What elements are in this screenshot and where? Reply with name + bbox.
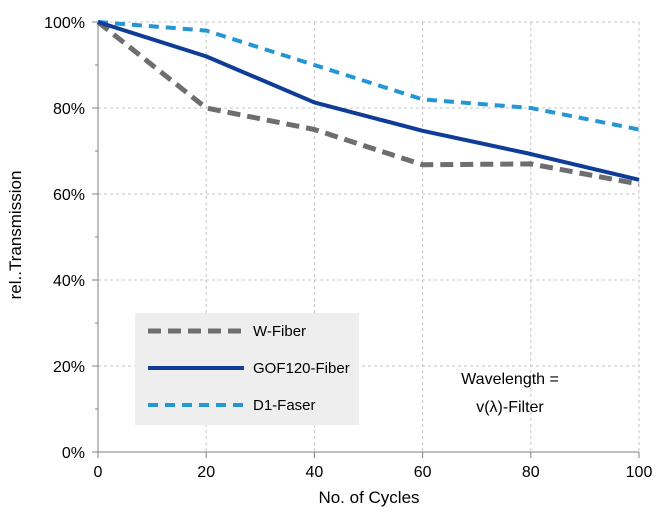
- x-tick-label: 40: [306, 464, 324, 481]
- annotation-line-2: v(λ)-Filter: [476, 399, 544, 416]
- legend: W-Fiber GOF120-Fiber D1-Faser: [135, 313, 359, 425]
- annotation-line-1: Wavelength =: [461, 371, 559, 388]
- y-tick-label: 20%: [53, 359, 85, 376]
- y-tick-label: 40%: [53, 273, 85, 290]
- y-tick-label: 100%: [44, 15, 85, 32]
- legend-label: W-Fiber: [253, 323, 306, 340]
- y-axis-label: rel..Transmission: [6, 171, 25, 300]
- x-tick-labels: 0 20 40 60 80 100: [94, 464, 653, 481]
- legend-label: GOF120-Fiber: [253, 360, 350, 377]
- x-tick-label: 80: [522, 464, 540, 481]
- x-axis-label: No. of Cycles: [318, 488, 419, 507]
- y-tick-label: 60%: [53, 187, 85, 204]
- x-tick-label: 0: [94, 464, 103, 481]
- annotation: Wavelength = v(λ)-Filter: [461, 371, 559, 416]
- y-tick-labels: 0% 20% 40% 60% 80% 100%: [44, 15, 85, 462]
- y-tick-label: 80%: [53, 101, 85, 118]
- series-line-w-fiber: [96, 20, 640, 187]
- series-lines: [96, 20, 640, 187]
- x-tick-label: 60: [414, 464, 432, 481]
- axes: [92, 21, 640, 458]
- y-tick-label: 0%: [62, 445, 85, 462]
- x-tick-label: 20: [197, 464, 215, 481]
- series-line-d1-faser: [97, 20, 640, 132]
- series-line-gof120-fiber: [97, 20, 640, 182]
- x-tick-label: 100: [626, 464, 653, 481]
- grid-lines: [98, 21, 640, 452]
- legend-label: D1-Faser: [253, 397, 316, 414]
